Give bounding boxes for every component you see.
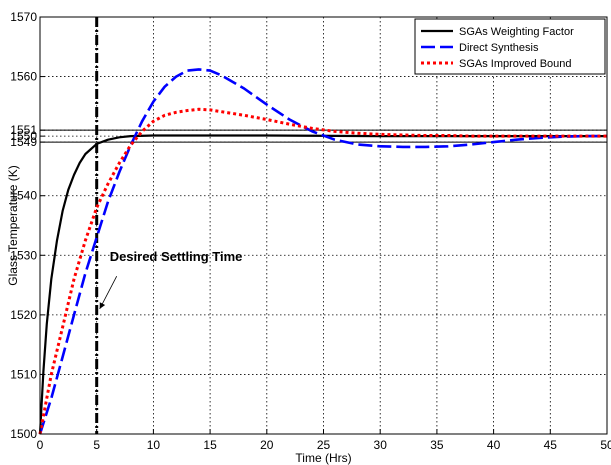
series-lines — [38, 68, 607, 435]
x-tick-label: 25 — [317, 438, 331, 452]
annotation-arrowhead — [99, 302, 106, 309]
y-axis-label: Glass Temperature (K) — [6, 165, 20, 286]
y-tick-label: 1551 — [10, 123, 37, 137]
annotation-label: Desired Settling Time — [110, 249, 243, 264]
legend-entry: Direct Synthesis — [459, 42, 539, 54]
annotation-arrow — [99, 275, 118, 310]
x-axis-label: Time (Hrs) — [295, 451, 351, 465]
y-tick-label: 1520 — [10, 308, 37, 322]
y-tick-label: 1549 — [10, 135, 37, 149]
x-axis-ticks: 0 5 10 15 20 25 30 35 40 45 50 — [37, 429, 611, 452]
x-tick-label: 10 — [147, 438, 161, 452]
y-tick-label: 1540 — [10, 189, 37, 203]
x-tick-label: 15 — [203, 438, 217, 452]
grid — [40, 17, 607, 434]
x-tick-label: 0 — [37, 438, 44, 452]
annotations: Desired Settling Time — [99, 249, 243, 310]
y-tick-label: 1550 — [10, 129, 37, 143]
series-line — [38, 68, 607, 435]
x-tick-label: 30 — [374, 438, 388, 452]
x-tick-label: 40 — [487, 438, 501, 452]
y-tick-label: 1560 — [10, 70, 37, 84]
legend-entry: SGAs Improved Bound — [459, 58, 572, 70]
y-tick-label: 1510 — [10, 367, 37, 381]
x-tick-label: 5 — [93, 438, 100, 452]
y-tick-label: 1500 — [10, 427, 37, 441]
x-tick-label: 35 — [430, 438, 444, 452]
x-tick-label: 45 — [544, 438, 558, 452]
legend-entry: SGAs Weighting Factor — [459, 26, 574, 38]
series-line — [38, 107, 607, 435]
y-tick-label: 1530 — [10, 248, 37, 262]
series-line — [38, 134, 607, 435]
legend: SGAs Weighting Factor Direct Synthesis SGA… — [414, 18, 606, 75]
x-tick-label: 50 — [600, 438, 611, 452]
y-tick-label: 1570 — [10, 10, 37, 24]
x-tick-label: 20 — [260, 438, 274, 452]
